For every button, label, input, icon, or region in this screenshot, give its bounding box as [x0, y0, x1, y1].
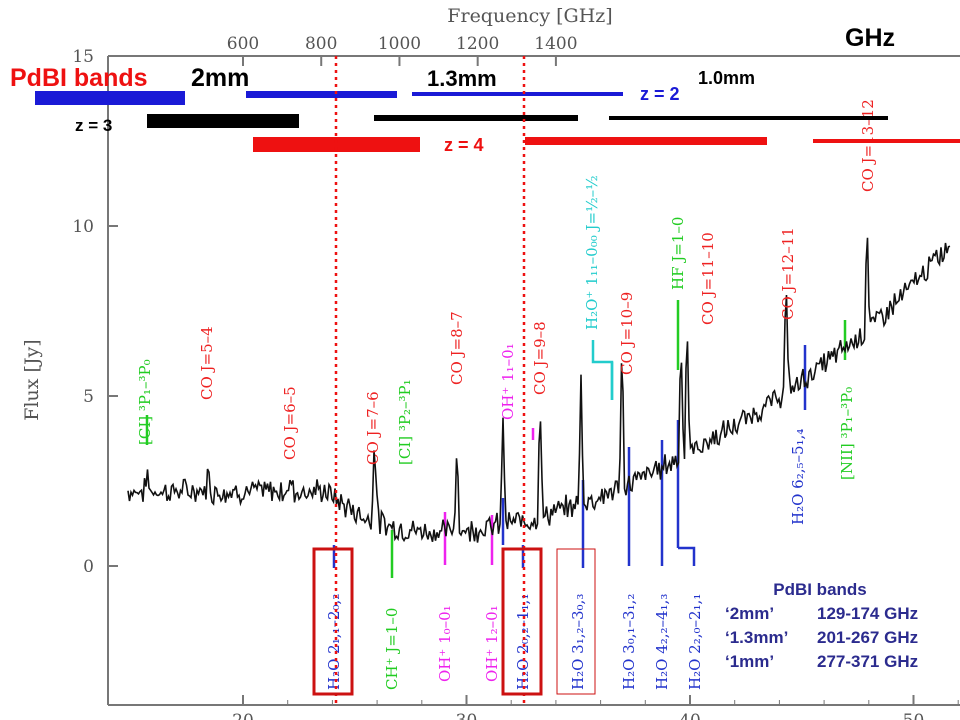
line-markers [145, 300, 847, 578]
x-tick-label: 40 [679, 711, 701, 720]
pdbi-bands-label: PdBI bands [10, 64, 148, 92]
line-label: CO J=9–8 [531, 321, 549, 395]
z3-label: z = 3 [75, 116, 112, 135]
line-label: CO J=6–5 [281, 386, 299, 460]
line-label: OH⁺ 1₁–0₁ [499, 343, 517, 420]
x-tick-label: 20 [232, 711, 254, 720]
band-bar-2mm-z4 [253, 137, 420, 152]
band-bar-2mm-z2 [35, 91, 185, 105]
ghz-label: GHz [845, 24, 895, 52]
spectrum-line [127, 237, 951, 543]
highlight-box-h2o-202 [501, 547, 543, 696]
y-tick-label: 0 [83, 557, 94, 577]
highlight-box-h2o-312 [556, 548, 596, 695]
axis-ticks: 0 5 10 15 20 30 40 50 600 800 1000 1200 1400 [72, 34, 959, 720]
legend-range: 201-267 GHz [817, 628, 919, 647]
line-label: CO J=12–11 [779, 227, 797, 320]
line-label: [NII] ³P₁–³P₀ [838, 387, 856, 480]
line-marker [678, 546, 696, 566]
legend-row: ‘1.3mm’ 201-267 GHz [725, 626, 960, 650]
top-tick-label: 800 [305, 34, 337, 54]
legend-row: ‘1mm’ 277-371 GHz [725, 650, 960, 674]
band-bar-1.3mm-z4 [525, 137, 767, 145]
band-bars [35, 91, 960, 152]
legend-title: PdBI bands [773, 580, 867, 599]
line-label: H₂O 6₂,₅–5₁,₄ [789, 429, 807, 525]
line-label: OH⁺ 1₀–0₁ [436, 605, 454, 682]
line-label: CO J=13–12 [859, 99, 877, 192]
x-tick-label: 30 [456, 711, 478, 720]
legend-band: ‘1.3mm’ [725, 628, 789, 647]
top-tick-label: 600 [227, 34, 259, 54]
line-label: OH⁺ 1₂–0₁ [483, 605, 501, 682]
band-bar-1.0mm-z2 [412, 92, 623, 96]
band-bar-1.3mm-z2 [246, 91, 397, 98]
y-axis-title: Flux [Jy] [21, 339, 43, 420]
line-label: H₂O 2₁,₁–2₀,₂ [325, 594, 343, 690]
z4-label: z = 4 [444, 135, 484, 155]
line-label: [CI] ³P₁–³P₀ [136, 359, 154, 445]
line-label: H₂O 3₀,₁–3₁,₂ [620, 594, 638, 690]
band-1.0mm-label: 1.0mm [698, 68, 755, 88]
band-bar-1.0mm-z3 [609, 116, 888, 120]
legend-row: ‘2mm’ 129-174 GHz [725, 602, 960, 626]
highlight-box-h2o-211 [312, 547, 354, 696]
band-bar-2mm-z3 [147, 114, 299, 128]
line-labels-bottom: H₂O 2₁,₁–2₀,₂ CH⁺ J=1–0 OH⁺ 1₀–0₁ OH⁺ 1₂–0₁… [325, 594, 704, 690]
top-tick-label: 1200 [456, 34, 499, 54]
x-axis-title: Frequency [GHz] [447, 5, 612, 27]
line-label: CO J=7–6 [364, 391, 382, 465]
line-label: [CI] ³P₂–³P₁ [396, 379, 414, 465]
line-label: H₂O 2₂,₀–2₁,₁ [686, 594, 704, 690]
legend-range: 277-371 GHz [817, 652, 919, 671]
band-1.3mm-label: 1.3mm [427, 66, 497, 91]
legend-band: ‘1mm’ [725, 652, 775, 671]
legend-range: 129-174 GHz [817, 604, 919, 623]
line-label: HF J=1–0 [669, 217, 687, 290]
line-label: CO J=8–7 [448, 311, 466, 385]
y-tick-label: 10 [72, 217, 94, 237]
line-label: H₂O 4₂,₂–4₁,₃ [653, 594, 671, 690]
line-label: CH⁺ J=1–0 [383, 608, 401, 690]
band-bar-1.0mm-z4 [813, 139, 960, 143]
top-tick-label: 1400 [534, 34, 577, 54]
z2-label: z = 2 [640, 84, 680, 104]
legend-band: ‘2mm’ [725, 604, 775, 623]
line-label: H₂O 3₁,₂–3₀,₃ [569, 594, 587, 690]
band-2mm-label: 2mm [191, 64, 249, 92]
line-label: H₂O⁺ 1₁₁–0₀₀ J=½–½ [583, 175, 601, 330]
x-tick-label: 50 [903, 711, 925, 720]
spectrum-series [127, 237, 951, 543]
y-tick-label: 15 [72, 47, 94, 67]
y-tick-label: 5 [83, 387, 94, 407]
line-marker [591, 340, 614, 400]
pdbi-bands-legend: PdBI bands ‘2mm’ 129-174 GHz ‘1.3mm’ 201-2… [725, 578, 960, 674]
top-tick-label: 1000 [378, 34, 421, 54]
line-label: CO J=11–10 [699, 232, 717, 325]
line-labels-top: [CI] ³P₁–³P₀ CO J=5–4 CO J=6–5 CO J=7–6 [CI]… [136, 99, 877, 525]
line-label: CO J=5–4 [198, 326, 216, 400]
line-label: H₂O 2₀,₂–1₁,₁ [514, 594, 532, 690]
line-label: CO J=10–9 [618, 292, 636, 375]
band-bar-1.3mm-z3 [374, 115, 578, 121]
